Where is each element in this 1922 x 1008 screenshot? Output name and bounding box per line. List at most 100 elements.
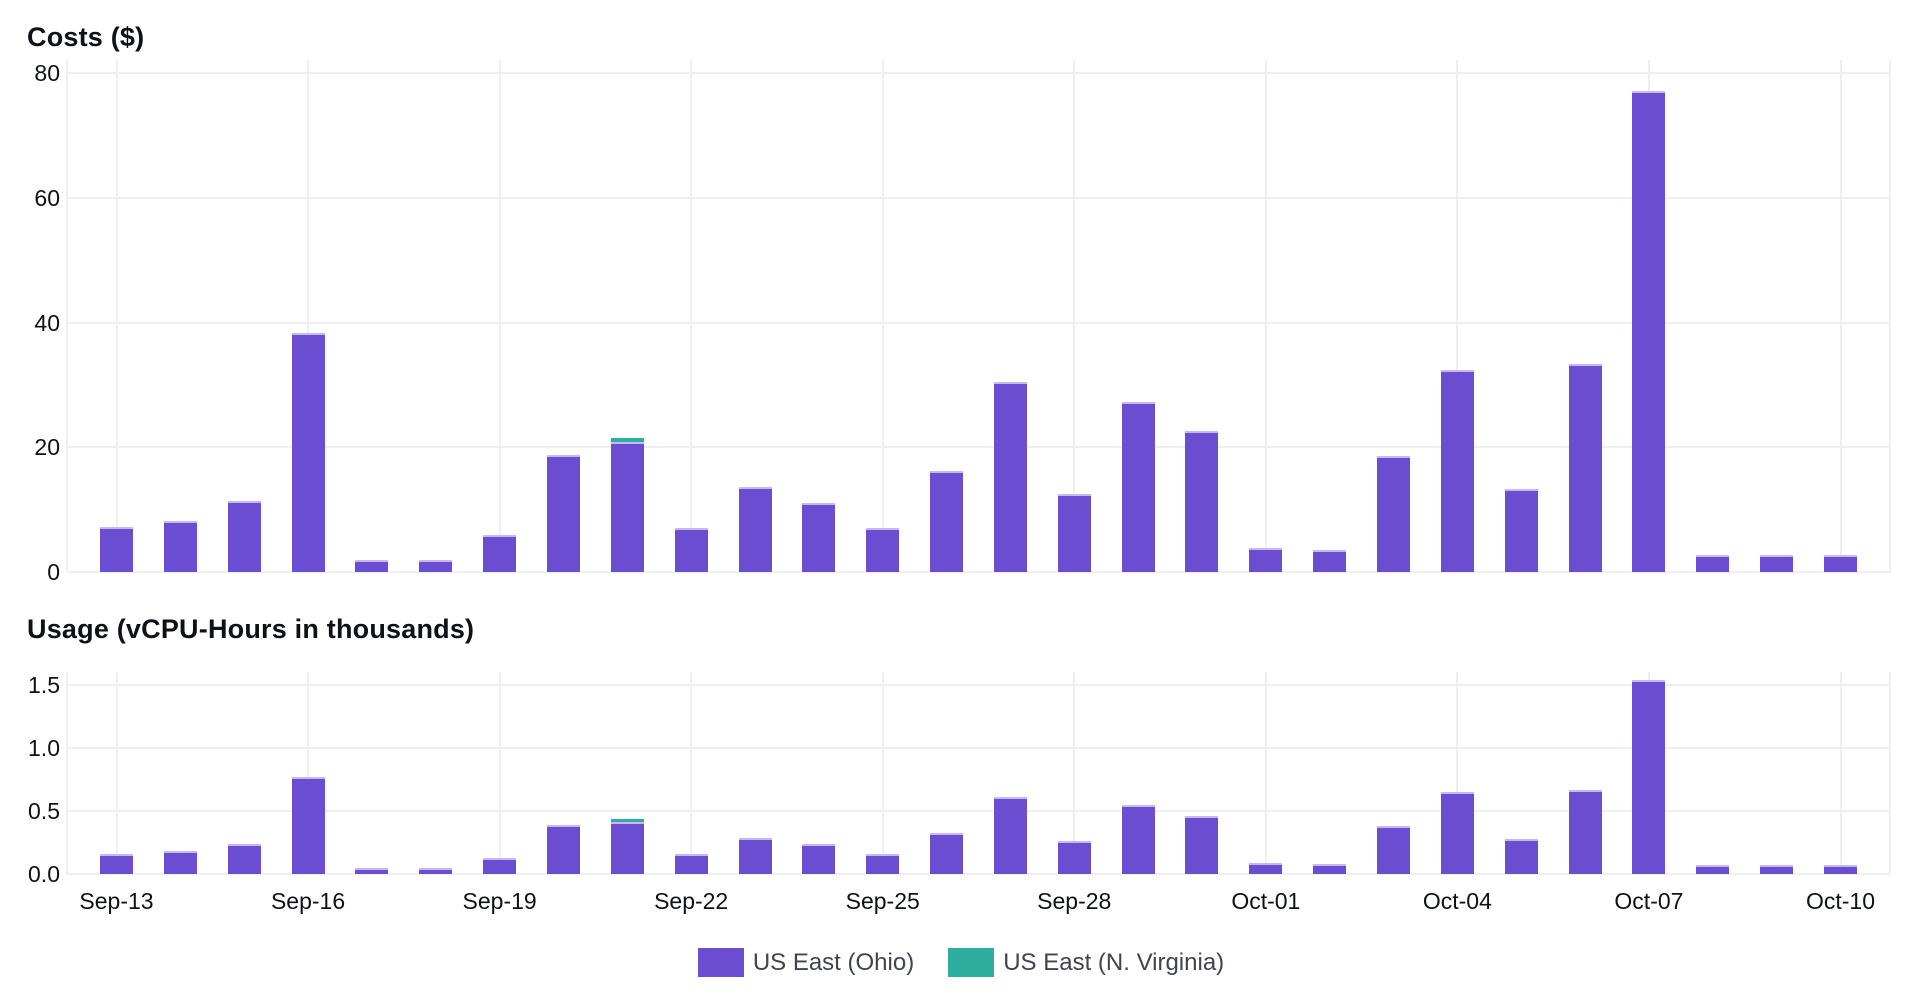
x-axis-tick-label: Oct-07: [1614, 888, 1684, 914]
bar-sep-16-ohio[interactable]: [291, 777, 325, 874]
legend-label-virginia: US East (N. Virginia): [1003, 948, 1225, 976]
bar-sep-28-ohio[interactable]: [1057, 494, 1091, 572]
bar-sep-18-ohio[interactable]: [419, 560, 453, 572]
bar-sep-30-ohio[interactable]: [1185, 431, 1219, 572]
legend-label-ohio: US East (Ohio): [752, 948, 915, 976]
bar-sep-25-ohio[interactable]: [866, 853, 900, 874]
x-axis-tick-label: Sep-16: [270, 888, 346, 914]
grid-line-vertical: [1073, 672, 1076, 874]
bar-sep-22-ohio[interactable]: [674, 527, 708, 572]
bar-sep-17-ohio[interactable]: [355, 867, 389, 874]
bar-oct-07-ohio[interactable]: [1632, 680, 1666, 874]
grid-line-horizontal: [67, 747, 1890, 750]
y-axis-tick-label: 40: [34, 309, 60, 336]
bar-oct-03-ohio[interactable]: [1377, 826, 1411, 874]
bar-oct-06-ohio[interactable]: [1568, 789, 1602, 874]
x-axis-tick-label: Oct-10: [1805, 888, 1876, 914]
bar-sep-15-ohio[interactable]: [227, 843, 261, 874]
bar-oct-10-ohio[interactable]: [1824, 554, 1857, 572]
bar-sep-24-ohio[interactable]: [802, 843, 836, 874]
grid-line-vertical: [690, 60, 693, 572]
bar-sep-19-ohio[interactable]: [483, 534, 517, 572]
grid-line-vertical: [1889, 60, 1891, 572]
bar-sep-26-ohio[interactable]: [930, 470, 964, 572]
bar-sep-27-ohio[interactable]: [993, 381, 1027, 572]
bar-sep-13-ohio[interactable]: [100, 853, 133, 874]
bar-sep-22-ohio[interactable]: [674, 853, 708, 874]
legend-item-us-east-n-virginia[interactable]: US East (N. Virginia): [948, 948, 1224, 977]
bar-sep-21-ohio[interactable]: [610, 441, 644, 572]
bar-oct-08-ohio[interactable]: [1696, 554, 1730, 572]
bar-sep-18-ohio[interactable]: [419, 867, 453, 874]
grid-line-horizontal: [67, 446, 1890, 449]
bar-sep-25-ohio[interactable]: [866, 527, 900, 572]
grid-line-vertical: [1456, 672, 1459, 874]
bar-oct-09-ohio[interactable]: [1760, 865, 1794, 874]
bar-sep-20-ohio[interactable]: [546, 454, 580, 572]
bar-sep-21-virginia[interactable]: [610, 818, 644, 823]
bar-sep-27-ohio[interactable]: [993, 797, 1027, 874]
y-axis-tick-label: 0: [47, 559, 60, 585]
bar-sep-14-ohio[interactable]: [163, 851, 197, 874]
bar-sep-23-ohio[interactable]: [738, 837, 772, 874]
y-axis-tick-label: 20: [34, 434, 60, 461]
legend-swatch-ohio: [697, 948, 744, 977]
bar-oct-08-ohio[interactable]: [1696, 865, 1730, 874]
bar-oct-05-ohio[interactable]: [1504, 838, 1538, 874]
bar-sep-21-ohio[interactable]: [610, 822, 644, 874]
grid-line-vertical: [66, 60, 68, 572]
bar-oct-10-ohio[interactable]: [1824, 865, 1857, 874]
grid-line-vertical: [115, 672, 118, 874]
bar-sep-21-virginia[interactable]: [610, 437, 644, 442]
grid-line-vertical: [1073, 60, 1076, 572]
bar-sep-24-ohio[interactable]: [802, 502, 836, 572]
bar-oct-07-ohio[interactable]: [1632, 91, 1666, 572]
x-axis-tick-label: Sep-28: [1037, 888, 1112, 914]
grid-line-horizontal: [67, 196, 1890, 199]
bar-sep-26-ohio[interactable]: [930, 832, 964, 874]
chart-legend: US East (Ohio) US East (N. Virginia): [0, 948, 1922, 977]
bar-sep-20-ohio[interactable]: [546, 824, 580, 874]
bar-oct-05-ohio[interactable]: [1504, 489, 1538, 572]
grid-line-vertical: [690, 672, 693, 874]
bar-sep-15-ohio[interactable]: [227, 500, 261, 572]
bar-oct-04-ohio[interactable]: [1440, 369, 1474, 572]
grid-line-vertical: [498, 672, 501, 874]
bar-sep-30-ohio[interactable]: [1185, 816, 1219, 874]
grid-line-horizontal: [67, 684, 1890, 687]
bar-sep-14-ohio[interactable]: [163, 521, 197, 572]
x-axis-tick-label: Sep-19: [462, 888, 537, 914]
y-axis-tick-label: 1.0: [28, 735, 60, 762]
bar-oct-04-ohio[interactable]: [1440, 792, 1474, 874]
bar-oct-03-ohio[interactable]: [1377, 455, 1411, 572]
bar-sep-19-ohio[interactable]: [483, 857, 517, 874]
grid-line-vertical: [307, 672, 310, 874]
bar-oct-01-ohio[interactable]: [1249, 548, 1283, 572]
legend-swatch-virginia: [948, 948, 995, 977]
y-axis-tick-label: 60: [34, 184, 60, 211]
bar-oct-02-ohio[interactable]: [1313, 863, 1347, 874]
bar-sep-29-ohio[interactable]: [1121, 402, 1155, 572]
grid-line-vertical: [1839, 672, 1842, 874]
grid-line-vertical: [1264, 60, 1267, 572]
x-axis-tick-label: Sep-13: [79, 888, 154, 914]
bar-sep-17-ohio[interactable]: [355, 560, 389, 572]
bar-oct-02-ohio[interactable]: [1313, 549, 1347, 572]
grid-line-horizontal: [67, 321, 1890, 324]
y-axis-tick-label: 0.5: [28, 798, 60, 825]
grid-line-vertical: [1456, 60, 1459, 572]
bar-oct-06-ohio[interactable]: [1568, 364, 1602, 572]
bar-sep-16-ohio[interactable]: [291, 333, 325, 572]
grid-line-vertical: [1839, 60, 1842, 572]
bar-oct-09-ohio[interactable]: [1760, 554, 1794, 572]
bar-sep-29-ohio[interactable]: [1121, 804, 1155, 874]
bar-oct-01-ohio[interactable]: [1249, 862, 1283, 874]
bar-sep-13-ohio[interactable]: [100, 527, 133, 572]
x-axis-tick-label: Oct-01: [1231, 888, 1301, 914]
bar-sep-28-ohio[interactable]: [1057, 841, 1091, 874]
grid-line-vertical: [1889, 672, 1891, 874]
legend-item-us-east-ohio[interactable]: US East (Ohio): [697, 948, 915, 977]
bar-sep-23-ohio[interactable]: [738, 486, 772, 572]
